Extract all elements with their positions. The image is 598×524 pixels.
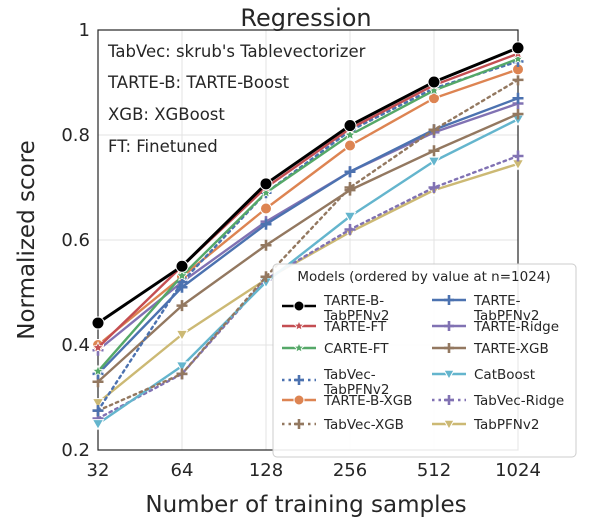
- legend-label: TabVec-TabPFNv2: [323, 367, 389, 398]
- data-point: [260, 271, 272, 283]
- data-point: [443, 419, 455, 431]
- y-axis-label: Normalized score: [14, 140, 40, 340]
- series-line: [96, 68, 520, 347]
- data-point: [175, 361, 189, 373]
- x-tick-label: 512: [417, 460, 451, 481]
- x-tick-label: 32: [87, 460, 110, 481]
- data-point: [427, 75, 441, 89]
- data-point: [444, 321, 454, 331]
- legend-label: TabVec-XGB: [323, 417, 404, 433]
- x-tick-label: 256: [333, 460, 367, 481]
- data-point: [344, 224, 356, 235]
- data-point: [511, 41, 525, 55]
- data-point: [176, 300, 188, 312]
- series-line: [96, 118, 520, 425]
- data-point: [427, 83, 441, 96]
- data-point: [428, 145, 440, 157]
- legend-label: TabPFNv2: [473, 417, 539, 433]
- annotation-line: XGB: XGBoost: [108, 105, 225, 124]
- data-point: [293, 341, 305, 353]
- data-point: [91, 341, 105, 353]
- annotation-line: TARTE-B: TARTE-Boost: [107, 73, 290, 92]
- chart-title: Regression: [240, 4, 371, 32]
- series-line: [96, 60, 520, 412]
- annotations: TabVec: skrub's Tablevectorizer TARTE-B:…: [107, 42, 366, 156]
- data-point: [443, 369, 455, 381]
- data-point: [344, 182, 356, 193]
- x-tick-label: 64: [171, 460, 194, 481]
- data-point: [444, 343, 454, 353]
- data-point: [91, 316, 105, 330]
- legend-label: TabVec-Ridge: [473, 393, 564, 409]
- data-point: [343, 128, 357, 141]
- data-point: [512, 108, 524, 120]
- data-point: [344, 166, 356, 178]
- data-point: [293, 394, 305, 406]
- x-tick-label: 128: [249, 460, 283, 481]
- legend: Models (ordered by value at n=1024) TART…: [272, 263, 577, 458]
- data-point: [294, 419, 304, 429]
- data-point: [344, 139, 356, 152]
- series-lines: [91, 41, 525, 431]
- data-point: [444, 395, 454, 405]
- legend-label: TARTE-FT: [323, 319, 387, 335]
- annotation-line: FT: Finetuned: [108, 137, 218, 156]
- legend-label: TARTE-B-XGB: [323, 393, 412, 409]
- data-point: [512, 92, 524, 104]
- data-point: [260, 239, 272, 251]
- annotation-line: TabVec: skrub's Tablevectorizer: [107, 42, 366, 61]
- data-point: [92, 405, 104, 417]
- data-point: [512, 150, 524, 162]
- data-point: [428, 182, 440, 193]
- series-line: [96, 46, 520, 325]
- data-point: [427, 156, 441, 168]
- legend-label: TARTE-TabPFNv2: [473, 293, 539, 324]
- y-tick-label: 0.4: [61, 335, 90, 356]
- data-point: [175, 269, 189, 281]
- data-point: [176, 368, 188, 380]
- data-point: [175, 329, 189, 342]
- data-point: [428, 124, 440, 136]
- data-point: [91, 419, 105, 431]
- legend-label: TARTE-B-TabPFNv2: [323, 293, 389, 324]
- legend-title: Models (ordered by value at n=1024): [297, 269, 550, 285]
- legend-label: TARTE-XGB: [473, 341, 549, 357]
- series-group: [91, 41, 525, 330]
- data-point: [428, 92, 440, 105]
- data-point: [260, 218, 272, 230]
- series-group: [91, 52, 525, 377]
- y-tick-label: 0.6: [61, 230, 90, 251]
- data-point: [175, 259, 189, 273]
- data-point: [444, 295, 454, 305]
- series-line: [96, 57, 520, 373]
- data-point: [293, 300, 305, 312]
- y-tick-label: 1: [79, 20, 90, 41]
- y-tick-label: 0.8: [61, 125, 90, 146]
- series-line: [96, 112, 520, 383]
- series-line: [96, 154, 520, 420]
- legend-label: CARTE-FT: [324, 341, 389, 357]
- series-line: [96, 78, 520, 412]
- data-point: [343, 211, 357, 223]
- data-point: [294, 375, 304, 385]
- x-axis-label: Number of training samples: [145, 492, 466, 518]
- series-line: [96, 162, 520, 404]
- legend-label: TARTE-Ridge: [473, 319, 559, 335]
- series-line: [96, 52, 520, 349]
- legend-label: CatBoost: [474, 367, 535, 383]
- data-point: [511, 52, 525, 65]
- data-point: [343, 119, 357, 133]
- data-point: [293, 319, 305, 331]
- legend-box: [272, 263, 577, 458]
- data-point: [91, 398, 105, 410]
- axes: Regression Number of training samples No…: [14, 4, 541, 518]
- data-point: [91, 364, 105, 377]
- x-tick-label: 1024: [495, 460, 541, 481]
- data-point: [259, 177, 273, 191]
- data-point: [260, 202, 272, 215]
- y-tick-label: 0.2: [61, 440, 90, 461]
- data-point: [512, 74, 524, 86]
